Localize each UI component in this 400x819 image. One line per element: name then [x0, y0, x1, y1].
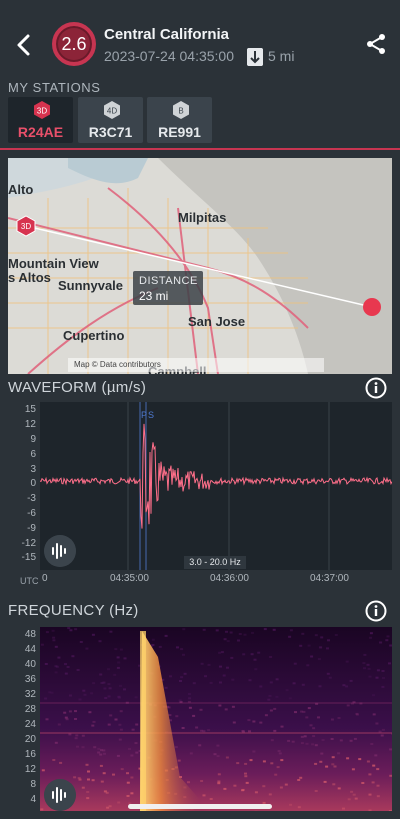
y-tick: -15	[21, 552, 36, 563]
station-code: R3C71	[88, 124, 133, 140]
info-icon[interactable]	[365, 377, 387, 399]
y-tick: -3	[27, 493, 36, 504]
info-icon[interactable]	[365, 600, 387, 622]
svg-text:P: P	[141, 410, 147, 420]
y-tick: -6	[27, 508, 36, 519]
y-tick: 40	[24, 659, 36, 670]
my-stations-label: MY STATIONS	[8, 80, 101, 95]
station-hex-icon: B	[173, 101, 189, 119]
map-attribution: Map © Data contributors	[68, 358, 324, 372]
y-tick: 6	[30, 449, 36, 460]
y-tick: 8	[30, 779, 36, 790]
spectrogram-canvas	[40, 627, 392, 811]
station-code: R24AE	[17, 124, 64, 140]
map-label: Milpitas	[178, 210, 227, 225]
x-tick: 04:37:00	[310, 573, 349, 584]
event-region: Central California	[104, 26, 230, 43]
x-tick: 0	[42, 573, 48, 584]
y-tick: 12	[24, 764, 36, 775]
event-header: 2.6 Central California 2023-07-24 04:35:…	[0, 0, 400, 78]
y-tick: 4	[30, 794, 36, 805]
svg-text:3D: 3D	[21, 222, 31, 231]
y-tick: 44	[24, 644, 36, 655]
station-hex-icon: 3D	[34, 101, 50, 119]
svg-text:3D: 3D	[37, 107, 47, 116]
map-label: San Jose	[188, 314, 246, 329]
y-tick: 36	[24, 674, 36, 685]
map-label: s Altos	[8, 270, 51, 285]
magnitude-badge: 2.6	[52, 22, 96, 66]
map-label: Cupertino	[63, 328, 125, 343]
y-tick: 15	[24, 404, 36, 415]
map-label: Mountain View	[8, 256, 99, 271]
y-tick: -9	[27, 523, 36, 534]
y-tick: 9	[30, 434, 36, 445]
station-tab-r24ae[interactable]: 3D R24AE	[8, 97, 73, 143]
station-tab-r3c71[interactable]: 4D R3C71	[78, 97, 143, 143]
event-depth: 5 mi	[268, 48, 295, 64]
back-arrow-icon[interactable]	[10, 28, 38, 62]
y-tick: 12	[24, 419, 36, 430]
svg-text:4D: 4D	[107, 107, 117, 116]
y-tick: 16	[24, 749, 36, 760]
y-tick: -12	[21, 538, 36, 549]
x-tick: 04:35:00	[110, 573, 149, 584]
y-tick: 28	[24, 704, 36, 715]
x-tick: 04:36:00	[210, 573, 249, 584]
frequency-title: FREQUENCY (Hz)	[8, 602, 139, 619]
waveform-canvas: P S	[40, 402, 392, 570]
y-tick: 3	[30, 464, 36, 475]
y-tick: 24	[24, 719, 36, 730]
share-icon[interactable]	[364, 32, 388, 56]
distance-value: 23 mi	[139, 289, 169, 303]
distance-tooltip: DISTANCE 23 mi	[133, 271, 203, 305]
divider	[0, 148, 400, 150]
svg-text:B: B	[178, 107, 183, 116]
waveform-title: WAVEFORM (µm/s)	[8, 379, 147, 396]
map-label: Alto	[8, 182, 34, 197]
sound-wave-icon[interactable]	[44, 779, 76, 811]
y-tick: 48	[24, 629, 36, 640]
utc-label: UTC	[20, 576, 39, 586]
y-tick: 0	[30, 478, 36, 489]
event-datetime: 2023-07-24 04:35:00	[104, 48, 234, 64]
sound-wave-icon[interactable]	[44, 535, 76, 567]
filter-range: 3.0 - 20.0 Hz	[184, 556, 246, 569]
map-canvas: 3D	[8, 158, 392, 374]
magnitude-value: 2.6	[61, 34, 87, 54]
station-tab-re991[interactable]: B RE991	[147, 97, 212, 143]
y-tick: 32	[24, 689, 36, 700]
depth-arrow-icon	[247, 48, 263, 66]
distance-label: DISTANCE	[139, 275, 198, 287]
station-map[interactable]: 3D Alto Milpitas Mountain View s Altos S…	[8, 158, 392, 374]
station-code: RE991	[158, 124, 201, 140]
waveform-plot[interactable]: P S	[40, 402, 392, 570]
map-label: Sunnyvale	[58, 278, 124, 293]
station-hex-icon: 4D	[104, 101, 120, 119]
home-indicator[interactable]	[128, 804, 272, 809]
spectrogram-plot[interactable]	[40, 627, 392, 811]
y-tick: 20	[24, 734, 36, 745]
svg-text:S: S	[148, 410, 154, 420]
